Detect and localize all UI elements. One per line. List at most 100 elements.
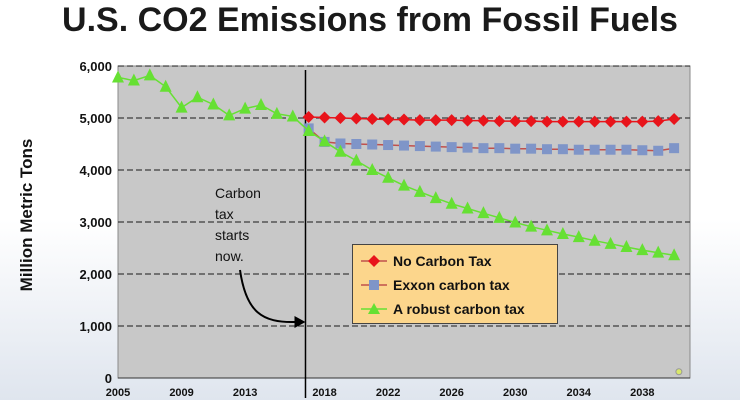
- data-point: [494, 143, 505, 154]
- data-point: [413, 184, 426, 197]
- x-tick-label: 2022: [376, 387, 400, 399]
- series-no-carbon-tax: [302, 110, 681, 128]
- data-point: [477, 114, 490, 127]
- data-point: [270, 106, 283, 119]
- grid-lines: [118, 65, 690, 379]
- data-point: [430, 141, 441, 152]
- data-point: [382, 170, 395, 183]
- legend-item-no-carbon-tax: No Carbon Tax: [361, 249, 557, 273]
- data-point: [652, 245, 665, 258]
- data-point: [350, 112, 363, 125]
- data-point: [621, 144, 632, 155]
- data-point: [302, 110, 315, 123]
- x-tick-label: 2038: [630, 387, 654, 399]
- data-point: [383, 140, 394, 151]
- data-point: [525, 219, 538, 232]
- y-tick-label: 2,000: [79, 267, 112, 282]
- data-point: [541, 115, 553, 128]
- data-point: [446, 142, 457, 153]
- annotation-line: tax: [215, 206, 234, 222]
- data-point: [653, 145, 664, 156]
- data-point: [588, 233, 601, 246]
- stray-marker: [675, 368, 683, 376]
- annotation-arrow: [239, 269, 296, 324]
- data-point: [589, 144, 600, 155]
- data-point: [461, 114, 474, 127]
- data-point: [556, 226, 569, 239]
- data-point: [588, 115, 601, 128]
- chart-title: U.S. CO2 Emissions from Fossil Fuels: [62, 1, 678, 39]
- data-point: [207, 97, 220, 110]
- data-point: [620, 239, 633, 252]
- data-point: [637, 145, 648, 156]
- data-point: [127, 73, 140, 86]
- carbon-tax-annotation: Carbon tax starts now.: [215, 183, 275, 267]
- data-point: [302, 124, 315, 136]
- data-point: [604, 115, 617, 128]
- x-tick-label: 2030: [503, 387, 527, 399]
- data-point: [175, 100, 188, 113]
- x-tick-label: 2009: [169, 387, 193, 399]
- data-point: [668, 113, 681, 126]
- data-point: [351, 139, 362, 149]
- y-tick-labels: 0 1,000 2,000 3,000 4,000 5,000 6,000: [79, 59, 112, 386]
- data-point: [556, 115, 569, 128]
- data-point: [112, 70, 124, 83]
- data-point: [366, 163, 379, 175]
- data-point: [604, 236, 617, 249]
- data-point: [429, 191, 442, 204]
- y-tick-label: 1,000: [79, 319, 112, 334]
- data-point: [572, 230, 585, 243]
- data-point: [318, 134, 331, 147]
- data-point: [286, 109, 299, 122]
- legend-label: Exxon carbon tax: [393, 277, 510, 293]
- legend-item-exxon-carbon-tax: Exxon carbon tax: [361, 273, 557, 297]
- legend-label: No Carbon Tax: [393, 253, 492, 269]
- data-point: [573, 144, 584, 155]
- x-tick-label: 2018: [312, 387, 336, 399]
- series-robust-carbon-tax: [112, 68, 681, 261]
- annotation-line: starts: [215, 227, 250, 243]
- data-point: [367, 139, 378, 150]
- y-tick-label: 0: [105, 371, 112, 386]
- data-point: [399, 140, 409, 151]
- data-point: [493, 210, 506, 223]
- annotation-line: Carbon: [215, 185, 261, 201]
- data-point: [526, 143, 537, 154]
- data-point: [334, 112, 347, 124]
- legend-item-robust-carbon-tax: A robust carbon tax: [361, 297, 557, 321]
- data-point: [445, 196, 458, 209]
- data-point: [414, 141, 425, 152]
- data-point: [509, 215, 522, 228]
- data-point: [318, 111, 331, 124]
- x-tick-label: 2026: [439, 387, 463, 399]
- stray-point: [675, 368, 683, 376]
- data-point: [541, 223, 553, 236]
- y-tick-label: 5,000: [79, 111, 112, 126]
- data-point: [350, 153, 363, 166]
- annotation-arrowhead: [294, 316, 306, 328]
- x-tick-label: 2013: [233, 387, 257, 399]
- data-point: [223, 108, 236, 121]
- x-tick-labels: 2005 2009 2013 2018 2022 2026 2030 2034 2038: [106, 387, 655, 399]
- data-point: [525, 115, 538, 128]
- data-point: [493, 115, 506, 128]
- x-tick-label: 2005: [106, 387, 130, 399]
- triangle-marker-icon: [361, 303, 387, 314]
- data-point: [143, 68, 156, 81]
- data-point: [542, 144, 552, 155]
- data-point: [413, 114, 426, 127]
- data-point: [255, 98, 267, 110]
- y-tick-label: 4,000: [79, 163, 112, 178]
- data-point: [605, 144, 616, 155]
- data-point: [572, 115, 585, 128]
- data-point: [461, 201, 474, 214]
- data-point: [445, 114, 458, 127]
- data-point: [398, 178, 410, 191]
- data-point: [334, 144, 347, 157]
- data-point: [462, 142, 473, 153]
- data-point: [159, 79, 172, 92]
- legend-label: A robust carbon tax: [393, 301, 525, 317]
- data-point: [477, 206, 490, 219]
- chart-legend: No Carbon Tax Exxon carbon tax A robust …: [352, 244, 558, 324]
